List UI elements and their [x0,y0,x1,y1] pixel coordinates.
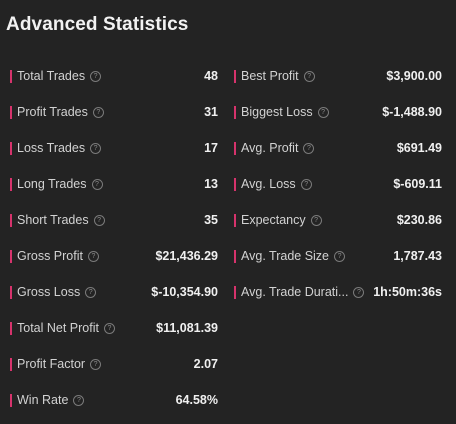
question-circle-icon[interactable]: ? [73,394,85,406]
stat-row-avg-trade-duration: Avg. Trade Durati... ? 1h:50m:36s [234,274,442,310]
accent-bar [10,321,12,335]
stat-row-best-profit: Best Profit ? $3,900.00 [234,58,442,94]
stat-value: $691.49 [396,141,442,155]
accent-bar [234,105,236,119]
stats-column-right: Best Profit ? $3,900.00 Biggest Loss ? $… [234,58,442,310]
stat-value: $230.86 [396,213,442,227]
stats-column-left: Total Trades ? 48 Profit Trades ? 31 Los… [10,58,218,418]
section-title: Advanced Statistics [6,14,189,35]
stat-row-biggest-loss: Biggest Loss ? $-1,488.90 [234,94,442,130]
question-circle-icon[interactable]: ? [85,286,97,298]
accent-bar [10,213,12,227]
accent-bar [10,141,12,155]
question-circle-icon[interactable]: ? [90,358,102,370]
stat-label: Avg. Trade Durati... [241,285,349,299]
accent-bar [234,213,236,227]
stat-row-expectancy: Expectancy ? $230.86 [234,202,442,238]
question-circle-icon[interactable]: ? [303,70,315,82]
stat-label: Gross Profit [17,249,83,263]
accent-bar [234,249,236,263]
question-circle-icon[interactable]: ? [310,214,322,226]
stat-label: Short Trades [17,213,89,227]
stat-label: Total Trades [17,69,86,83]
stat-label: Gross Loss [17,285,81,299]
stat-row-total-trades: Total Trades ? 48 [10,58,218,94]
stat-value: $-10,354.90 [151,285,218,299]
stat-value: $11,081.39 [156,321,218,335]
accent-bar [10,357,12,371]
question-circle-icon[interactable]: ? [303,142,315,154]
stat-label: Long Trades [17,177,87,191]
accent-bar [10,177,12,191]
stat-row-gross-loss: Gross Loss ? $-10,354.90 [10,274,218,310]
accent-bar [10,249,12,263]
question-circle-icon[interactable]: ? [90,70,102,82]
question-circle-icon[interactable]: ? [90,142,102,154]
stat-row-total-net-profit: Total Net Profit ? $11,081.39 [10,310,218,346]
stat-row-win-rate: Win Rate ? 64.58% [10,382,218,418]
stat-value: 48 [204,69,218,83]
question-circle-icon[interactable]: ? [317,106,329,118]
stat-row-profit-factor: Profit Factor ? 2.07 [10,346,218,382]
stat-value: 35 [204,213,218,227]
accent-bar [234,141,236,155]
question-circle-icon[interactable]: ? [93,214,105,226]
stat-row-avg-loss: Avg. Loss ? $-609.11 [234,166,442,202]
accent-bar [234,285,236,299]
stat-row-loss-trades: Loss Trades ? 17 [10,130,218,166]
stat-value: $-1,488.90 [382,105,442,119]
stat-label: Total Net Profit [17,321,99,335]
stat-row-gross-profit: Gross Profit ? $21,436.29 [10,238,218,274]
stat-row-avg-profit: Avg. Profit ? $691.49 [234,130,442,166]
accent-bar [10,69,12,83]
stat-label: Win Rate [17,393,69,407]
question-circle-icon[interactable]: ? [300,178,312,190]
stat-label: Avg. Profit [241,141,299,155]
stat-row-profit-trades: Profit Trades ? 31 [10,94,218,130]
stat-label: Expectancy [241,213,306,227]
stat-value: $-609.11 [393,177,442,191]
stat-row-long-trades: Long Trades ? 13 [10,166,218,202]
stat-label: Biggest Loss [241,105,313,119]
stat-label: Profit Trades [17,105,88,119]
stat-value: $21,436.29 [155,249,218,263]
stat-value: 17 [204,141,218,155]
stat-label: Avg. Trade Size [241,249,330,263]
stat-value: $3,900.00 [386,69,442,83]
question-circle-icon[interactable]: ? [334,250,346,262]
stat-label: Profit Factor [17,357,86,371]
accent-bar [234,177,236,191]
accent-bar [10,105,12,119]
question-circle-icon[interactable]: ? [88,250,99,262]
stat-value: 1h:50m:36s [373,285,442,299]
question-circle-icon[interactable]: ? [92,106,104,118]
stat-value: 64.58% [175,393,218,407]
accent-bar [10,285,12,299]
question-circle-icon[interactable]: ? [353,286,365,298]
accent-bar [10,393,12,407]
stat-label: Best Profit [241,69,299,83]
accent-bar [234,69,236,83]
question-circle-icon[interactable]: ? [103,322,115,334]
stat-label: Avg. Loss [241,177,296,191]
stat-row-short-trades: Short Trades ? 35 [10,202,218,238]
question-circle-icon[interactable]: ? [91,178,103,190]
stat-value: 1,787.43 [393,249,442,263]
stat-value: 13 [204,177,218,191]
stat-row-avg-trade-size: Avg. Trade Size ? 1,787.43 [234,238,442,274]
stat-value: 2.07 [193,357,218,371]
stat-value: 31 [204,105,218,119]
stat-label: Loss Trades [17,141,86,155]
